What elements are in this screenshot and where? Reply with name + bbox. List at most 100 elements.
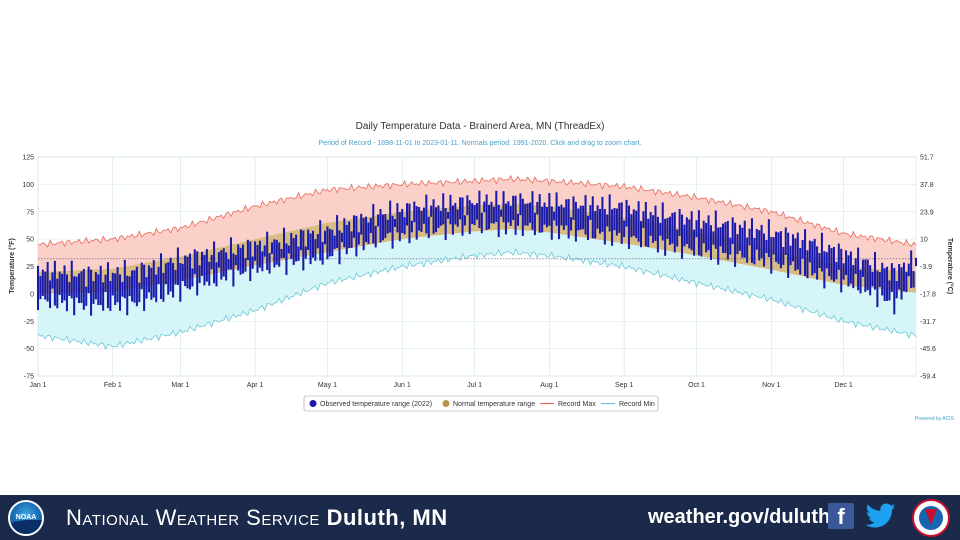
observed-bar [647,218,650,248]
observed-bar [608,194,611,232]
observed-bar [869,265,872,296]
observed-bar [381,214,384,241]
temperature-chart[interactable]: Daily Temperature Data - Brainerd Area, … [0,0,960,495]
observed-bar [695,220,698,238]
observed-bar [536,201,539,215]
observed-bar [304,246,307,259]
observed-bar [377,214,380,227]
chart-svg[interactable]: Daily Temperature Data - Brainerd Area, … [0,0,960,495]
observed-bar [410,220,413,233]
chart-credit[interactable]: Powered by ACIS [915,416,955,422]
observed-bar [278,242,281,267]
observed-bar [794,238,797,271]
observed-bar [164,263,167,285]
twitter-icon[interactable] [866,503,896,529]
observed-bar [878,272,881,287]
observed-bar [907,263,910,277]
observed-bar [200,251,204,276]
observed-bar [574,201,577,242]
observed-bar [256,244,259,273]
observed-bar [150,267,153,300]
observed-bar [881,262,884,296]
observed-bar [75,276,78,298]
observed-bar [893,267,896,315]
observed-bar [649,212,652,236]
observed-bar [56,278,59,309]
y-tick-label-left: 0 [30,291,34,298]
noaa-logo: NOAA [8,500,44,536]
observed-bar [290,232,293,260]
banner-title: National Weather Service Duluth, MN [66,505,448,531]
observed-bar [369,217,372,234]
y-tick-label-left: 50 [26,237,34,244]
observed-bar [90,269,93,316]
record-min-band [38,229,916,350]
observed-bar [717,227,720,265]
observed-bar [820,232,823,272]
observed-bar [842,263,845,280]
observed-bar [828,244,831,277]
y-tick-label-right: -3.9 [920,264,932,271]
observed-bar [545,207,548,228]
observed-bar [772,237,775,255]
observed-bar [299,229,302,251]
observed-bar [157,266,160,285]
observed-bar [408,203,411,244]
observed-bar [302,230,305,271]
observed-bar [598,208,602,234]
observed-bar [473,204,476,226]
observed-bar [145,277,148,299]
legend-item-normal[interactable]: Normal temperature range [442,400,536,408]
agency-name: National Weather Service [66,505,320,530]
observed-bar [678,209,681,236]
observed-bar [895,281,898,299]
observed-bar [497,204,500,238]
observed-bar [779,231,782,269]
observed-bar [61,273,64,303]
chart-subtitle: Period of Record - 1898-11-01 to 2023-01… [319,140,642,147]
observed-bar [900,267,903,300]
observed-bar [765,239,768,254]
observed-bar [437,205,440,229]
observed-bar [191,268,194,287]
observed-bar [775,231,778,262]
observed-bar [750,218,754,263]
observed-bar [883,268,886,302]
observed-bar [531,191,534,230]
observed-bar [804,229,807,276]
observed-bar [184,255,187,287]
x-tick-label: Feb 1 [104,382,122,389]
observed-bar [726,220,729,260]
observed-bar [490,201,493,224]
legend-item-observed[interactable]: Observed temperature range (2022) [309,400,433,408]
legend-item-record-max[interactable]: Record Max [540,401,596,408]
observed-bar [46,261,49,302]
observed-bar [283,227,286,258]
observed-bar [876,270,879,308]
observed-bar [188,253,191,290]
observed-bar [459,197,462,220]
observed-bar [504,203,507,235]
observed-bar [167,262,170,295]
observed-bar [668,216,671,245]
observed-bar [910,250,913,288]
legend-item-record-min[interactable]: Record Min [601,401,655,408]
legend-label-record-max: Record Max [558,401,596,408]
observed-bar [258,240,261,268]
observed-bar [577,208,580,231]
observed-bar [406,203,409,226]
website-link[interactable]: weather.gov/duluth [648,506,831,528]
observed-bar [767,219,770,258]
observed-bar [818,253,821,269]
observed-bar [611,209,614,246]
observed-bar [905,271,908,293]
facebook-icon[interactable]: f [828,503,854,529]
observed-bar [461,197,464,236]
observed-bar [398,211,401,242]
observed-bar [121,281,124,297]
observed-bar [463,215,466,226]
observed-bar [912,271,915,288]
observed-bar [632,209,635,236]
observed-bar [796,232,799,270]
observed-bar [700,228,703,257]
